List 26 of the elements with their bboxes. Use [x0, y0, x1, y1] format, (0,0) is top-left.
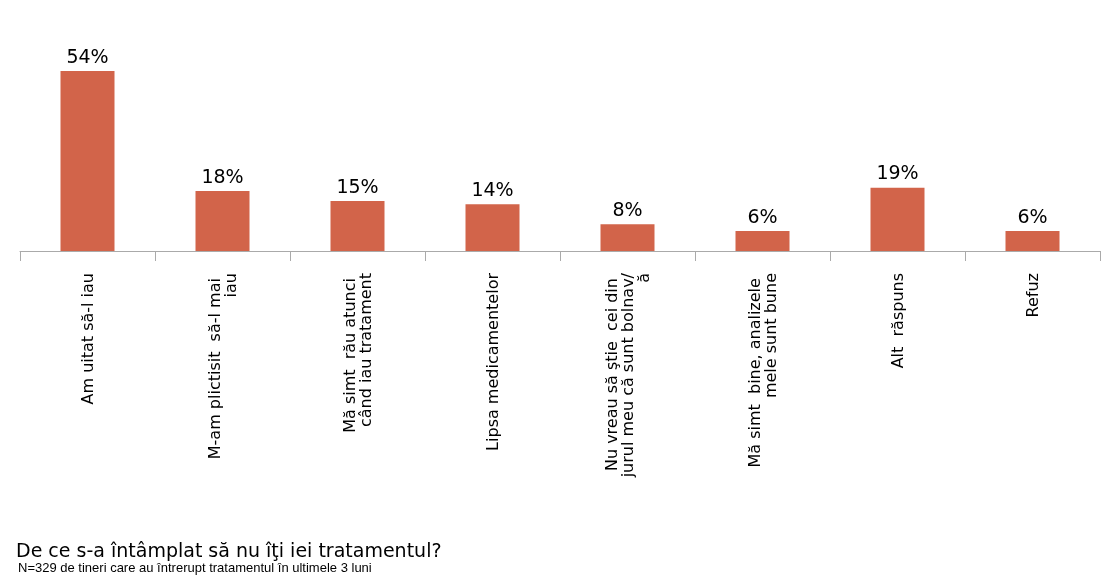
data-label: 6%	[747, 204, 778, 227]
text: De ce s-a întâmplat să nu îţi iei tratamentul?	[16, 538, 442, 561]
bar	[330, 201, 385, 251]
bar	[195, 191, 250, 251]
x-tick-label: Lipsa medicamentelor	[483, 272, 502, 451]
data-label: 6%	[1017, 204, 1048, 227]
bar	[1005, 231, 1060, 251]
x-tick-label: M-am plictisit să-l mai iau	[205, 273, 240, 460]
x-tick-label: Alt răspuns	[888, 273, 907, 369]
x-tick-label: Mă simt rău atunci când iau tratament	[340, 273, 375, 433]
data-label: 15%	[336, 174, 379, 197]
bar	[465, 204, 520, 251]
bar	[735, 231, 790, 251]
data-label: 19%	[876, 161, 919, 184]
x-tick-label: Am uitat să-l iau	[78, 273, 97, 405]
bar	[600, 224, 655, 251]
x-tick-label: Refuz	[1023, 273, 1042, 318]
data-label: 8%	[612, 197, 643, 220]
text: N=329 de tineri care au întrerupt tratamentul în ultimele 3 luni	[18, 560, 372, 575]
data-label: 18%	[201, 164, 244, 187]
bar	[60, 71, 115, 251]
data-label: 54%	[66, 44, 109, 67]
x-tick-label: Mă simt bine, analizele mele sunt bune	[745, 273, 780, 468]
data-label: 14%	[471, 177, 514, 200]
bar	[870, 187, 925, 251]
x-tick-label: Nu vreau să ştie cei din jurul meu că sunt bolnav/ă	[602, 272, 653, 479]
